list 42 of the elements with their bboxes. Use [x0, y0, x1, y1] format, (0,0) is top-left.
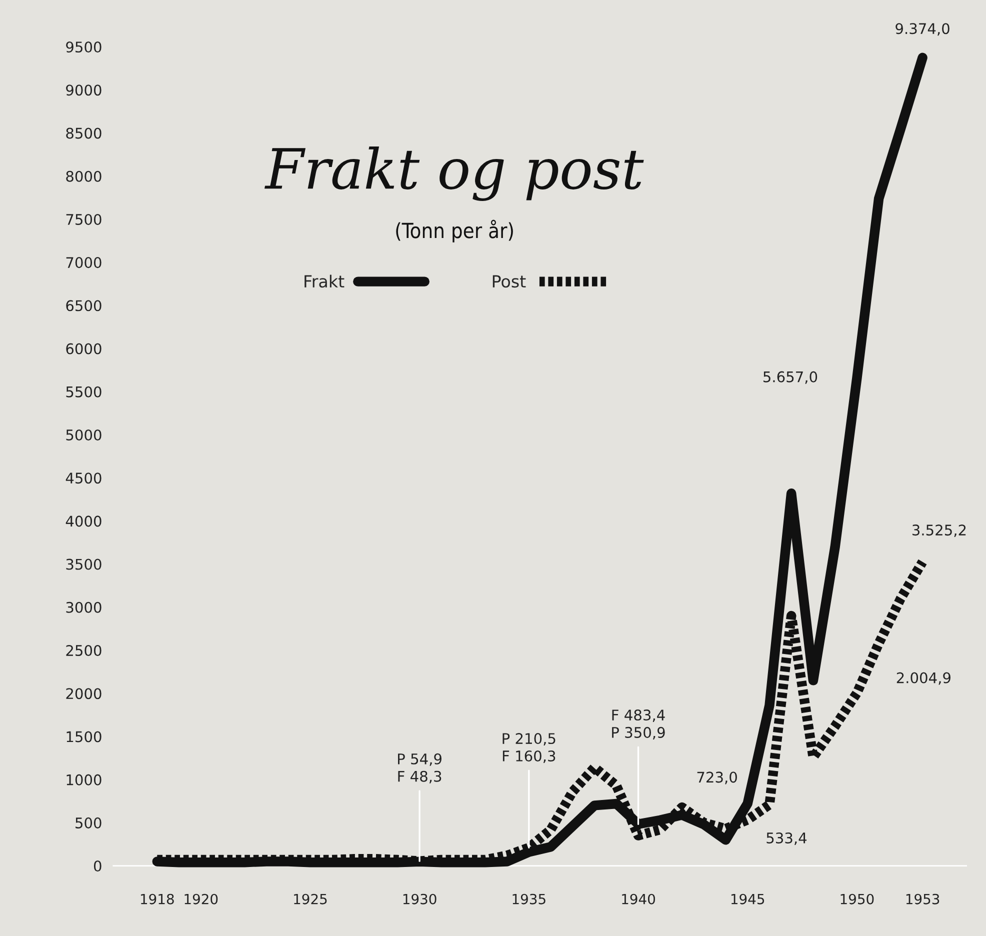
y-tick-label: 9500 [66, 42, 102, 53]
y-tick-label: 5000 [66, 429, 102, 440]
x-tick-label: 1935 [512, 894, 546, 904]
annotation: 723,0 [697, 772, 737, 784]
y-tick-label: 5500 [66, 386, 102, 398]
text: (Tonn per år) [396, 220, 513, 242]
annotation: 9.374,0 [896, 23, 950, 36]
annotation: 2.004,9 [896, 672, 950, 685]
y-tick-label: 1000 [66, 774, 102, 786]
annotation: 533,4 [766, 832, 807, 845]
y-tick-label: 2500 [66, 644, 102, 656]
x-tick-label: 1925 [294, 894, 327, 904]
y-tick-label: 7500 [66, 214, 102, 225]
y-tick-label: 6000 [66, 343, 102, 354]
y-tick-label: 6500 [66, 300, 102, 312]
x-tick-label: 1920 [184, 894, 218, 904]
y-tick-label: 4000 [66, 516, 102, 527]
x-tick-label: 1940 [622, 894, 655, 904]
annotation: 3.525,2 [912, 524, 966, 538]
x-tick-label: 1930 [403, 894, 436, 904]
y-tick-label: 3500 [66, 558, 102, 570]
legend-label: Frakt [304, 274, 344, 288]
y-tick-label: 7000 [66, 257, 102, 268]
text: Frakt og post [264, 146, 644, 202]
annotation: P 210,5 F 160,3 [502, 733, 556, 763]
x-tick-label: 1953 [906, 894, 940, 904]
y-tick-label: 500 [76, 817, 102, 828]
annotation: F 483,4 P 350,9 [612, 710, 665, 740]
y-tick-label: 1500 [66, 731, 102, 742]
x-tick-label: 1950 [840, 894, 874, 904]
y-tick-label: 8000 [66, 170, 102, 182]
y-tick-label: 9000 [66, 84, 102, 96]
x-tick-label: 1945 [731, 894, 764, 904]
y-tick-label: 0 [94, 860, 102, 872]
annotation: 5.657,0 [764, 371, 818, 384]
legend-label: Post [492, 275, 526, 288]
y-tick-label: 8500 [66, 128, 102, 139]
x-tick-label: 1918 [140, 894, 174, 904]
y-tick-label: 4500 [66, 472, 102, 484]
y-tick-label: 3000 [66, 602, 102, 613]
annotation: P 54,9 F 48,3 [398, 753, 442, 784]
y-tick-label: 2000 [66, 688, 102, 700]
